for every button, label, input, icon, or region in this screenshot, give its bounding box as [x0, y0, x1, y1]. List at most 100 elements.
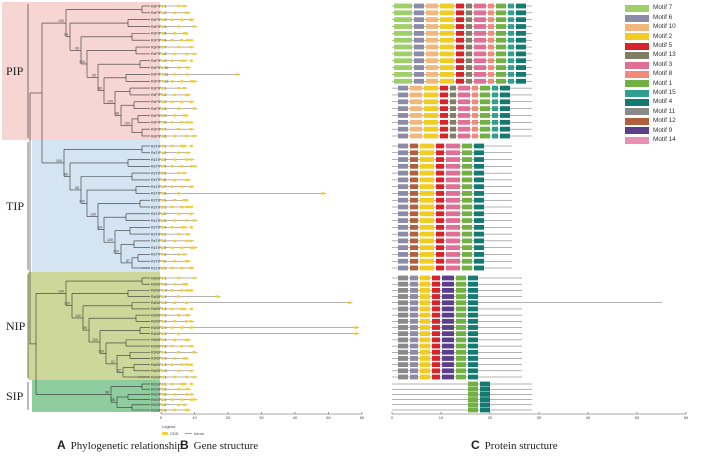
motif-name: Motif 9	[653, 126, 673, 134]
motif-3	[446, 204, 460, 210]
motif-7	[394, 37, 412, 43]
motif-1	[462, 265, 472, 271]
motif-4	[516, 17, 526, 23]
motif-11	[398, 312, 408, 318]
motif-2	[440, 51, 454, 57]
motif-5	[436, 231, 444, 237]
gene-label: RsNIP1-2	[151, 282, 167, 286]
motif-6	[398, 150, 408, 156]
motif-12	[410, 211, 418, 217]
motif-10	[410, 106, 422, 112]
motif-4	[516, 44, 526, 50]
exon-box	[161, 363, 165, 366]
motif-1	[462, 224, 472, 230]
motif-1	[496, 78, 506, 84]
motif-13	[466, 17, 472, 23]
motif-swatch	[625, 99, 649, 107]
motif-legend-item: Motif 4	[625, 98, 703, 107]
exon-box	[170, 307, 175, 311]
motif-2	[440, 72, 454, 77]
motif-4	[474, 157, 484, 162]
phylogenetic-tree: 1009810086951009993100871001006410010098…	[29, 5, 150, 411]
exon-box	[176, 151, 181, 154]
gene-legend-cds-swatch	[162, 432, 168, 435]
motif-5	[456, 3, 464, 9]
motif-7	[394, 30, 412, 36]
motif-6	[398, 265, 408, 271]
motif-15	[508, 37, 514, 43]
axis-tick-label: 20	[226, 415, 231, 420]
motif-2	[420, 349, 430, 355]
motif-1	[462, 245, 472, 251]
motif-3	[446, 211, 460, 217]
motif-4	[468, 349, 478, 355]
exon-box	[235, 73, 239, 76]
gene-label: RsTIP2-3	[151, 219, 166, 223]
motif-2	[420, 265, 434, 271]
gene-label: RsNIP9-1	[151, 375, 167, 379]
motif-1	[468, 386, 478, 392]
exon-box	[170, 39, 175, 42]
motif-2	[420, 163, 434, 169]
exon-box	[180, 18, 184, 21]
exon-box	[185, 388, 190, 391]
motif-2	[420, 337, 430, 343]
gene-label: RsPIP1-1	[151, 4, 166, 8]
motif-13	[450, 92, 456, 98]
motif-legend-item: Motif 10	[625, 23, 703, 32]
subfamily-labels: PIP TIP NIP SIP	[6, 4, 29, 410]
motif-6	[410, 374, 418, 380]
motif-legend-item: Motif 9	[625, 126, 703, 135]
motif-1	[456, 312, 466, 318]
gene-legend-title: Legend	[162, 424, 175, 429]
exon-box	[161, 320, 165, 323]
exon-box	[189, 363, 194, 366]
motif-3	[474, 44, 486, 50]
bootstrap-label: 99	[83, 326, 87, 330]
motif-4	[468, 318, 478, 324]
motif-4	[480, 386, 490, 392]
motif-9	[442, 337, 454, 343]
gene-label: RsNIP1-1	[151, 276, 167, 280]
motif-13	[450, 106, 456, 112]
motif-3	[474, 51, 486, 57]
motif-1	[468, 402, 478, 408]
exon-box	[176, 66, 181, 69]
motif-6	[398, 197, 408, 203]
exon-box	[189, 165, 194, 168]
motif-legend-item: Motif 3	[625, 60, 703, 69]
motif-5	[436, 265, 444, 271]
motif-2	[424, 133, 438, 139]
bootstrap-label: 100	[113, 250, 119, 254]
motif-11	[398, 287, 408, 293]
exon-box	[161, 301, 165, 304]
motif-12	[410, 150, 418, 156]
exon-box	[161, 80, 165, 83]
motif-1	[456, 325, 466, 330]
exon-box	[189, 158, 193, 161]
motif-1	[496, 65, 506, 70]
motif-legend-item: Motif 5	[625, 42, 703, 51]
motif-1	[462, 170, 472, 176]
exon-box	[161, 52, 165, 56]
motif-4	[474, 252, 484, 257]
motif-12	[410, 258, 418, 264]
motif-1	[496, 58, 506, 64]
motif-1	[462, 252, 472, 257]
motif-1	[462, 191, 472, 196]
exon-box	[192, 134, 196, 138]
motif-5	[432, 287, 440, 293]
exon-box	[354, 332, 358, 335]
motif-4	[474, 231, 484, 237]
motif-15	[492, 126, 498, 132]
bootstrap-label: 98	[75, 186, 79, 190]
motif-9	[442, 318, 454, 324]
motif-4	[480, 402, 490, 408]
motif-2	[420, 275, 430, 281]
motif-4	[516, 30, 526, 36]
motif-13	[466, 10, 472, 16]
motif-4	[474, 258, 484, 264]
motif-4	[468, 306, 478, 312]
exon-box	[189, 344, 193, 348]
caption-a-text: Phylogenetic relationship	[70, 440, 183, 452]
